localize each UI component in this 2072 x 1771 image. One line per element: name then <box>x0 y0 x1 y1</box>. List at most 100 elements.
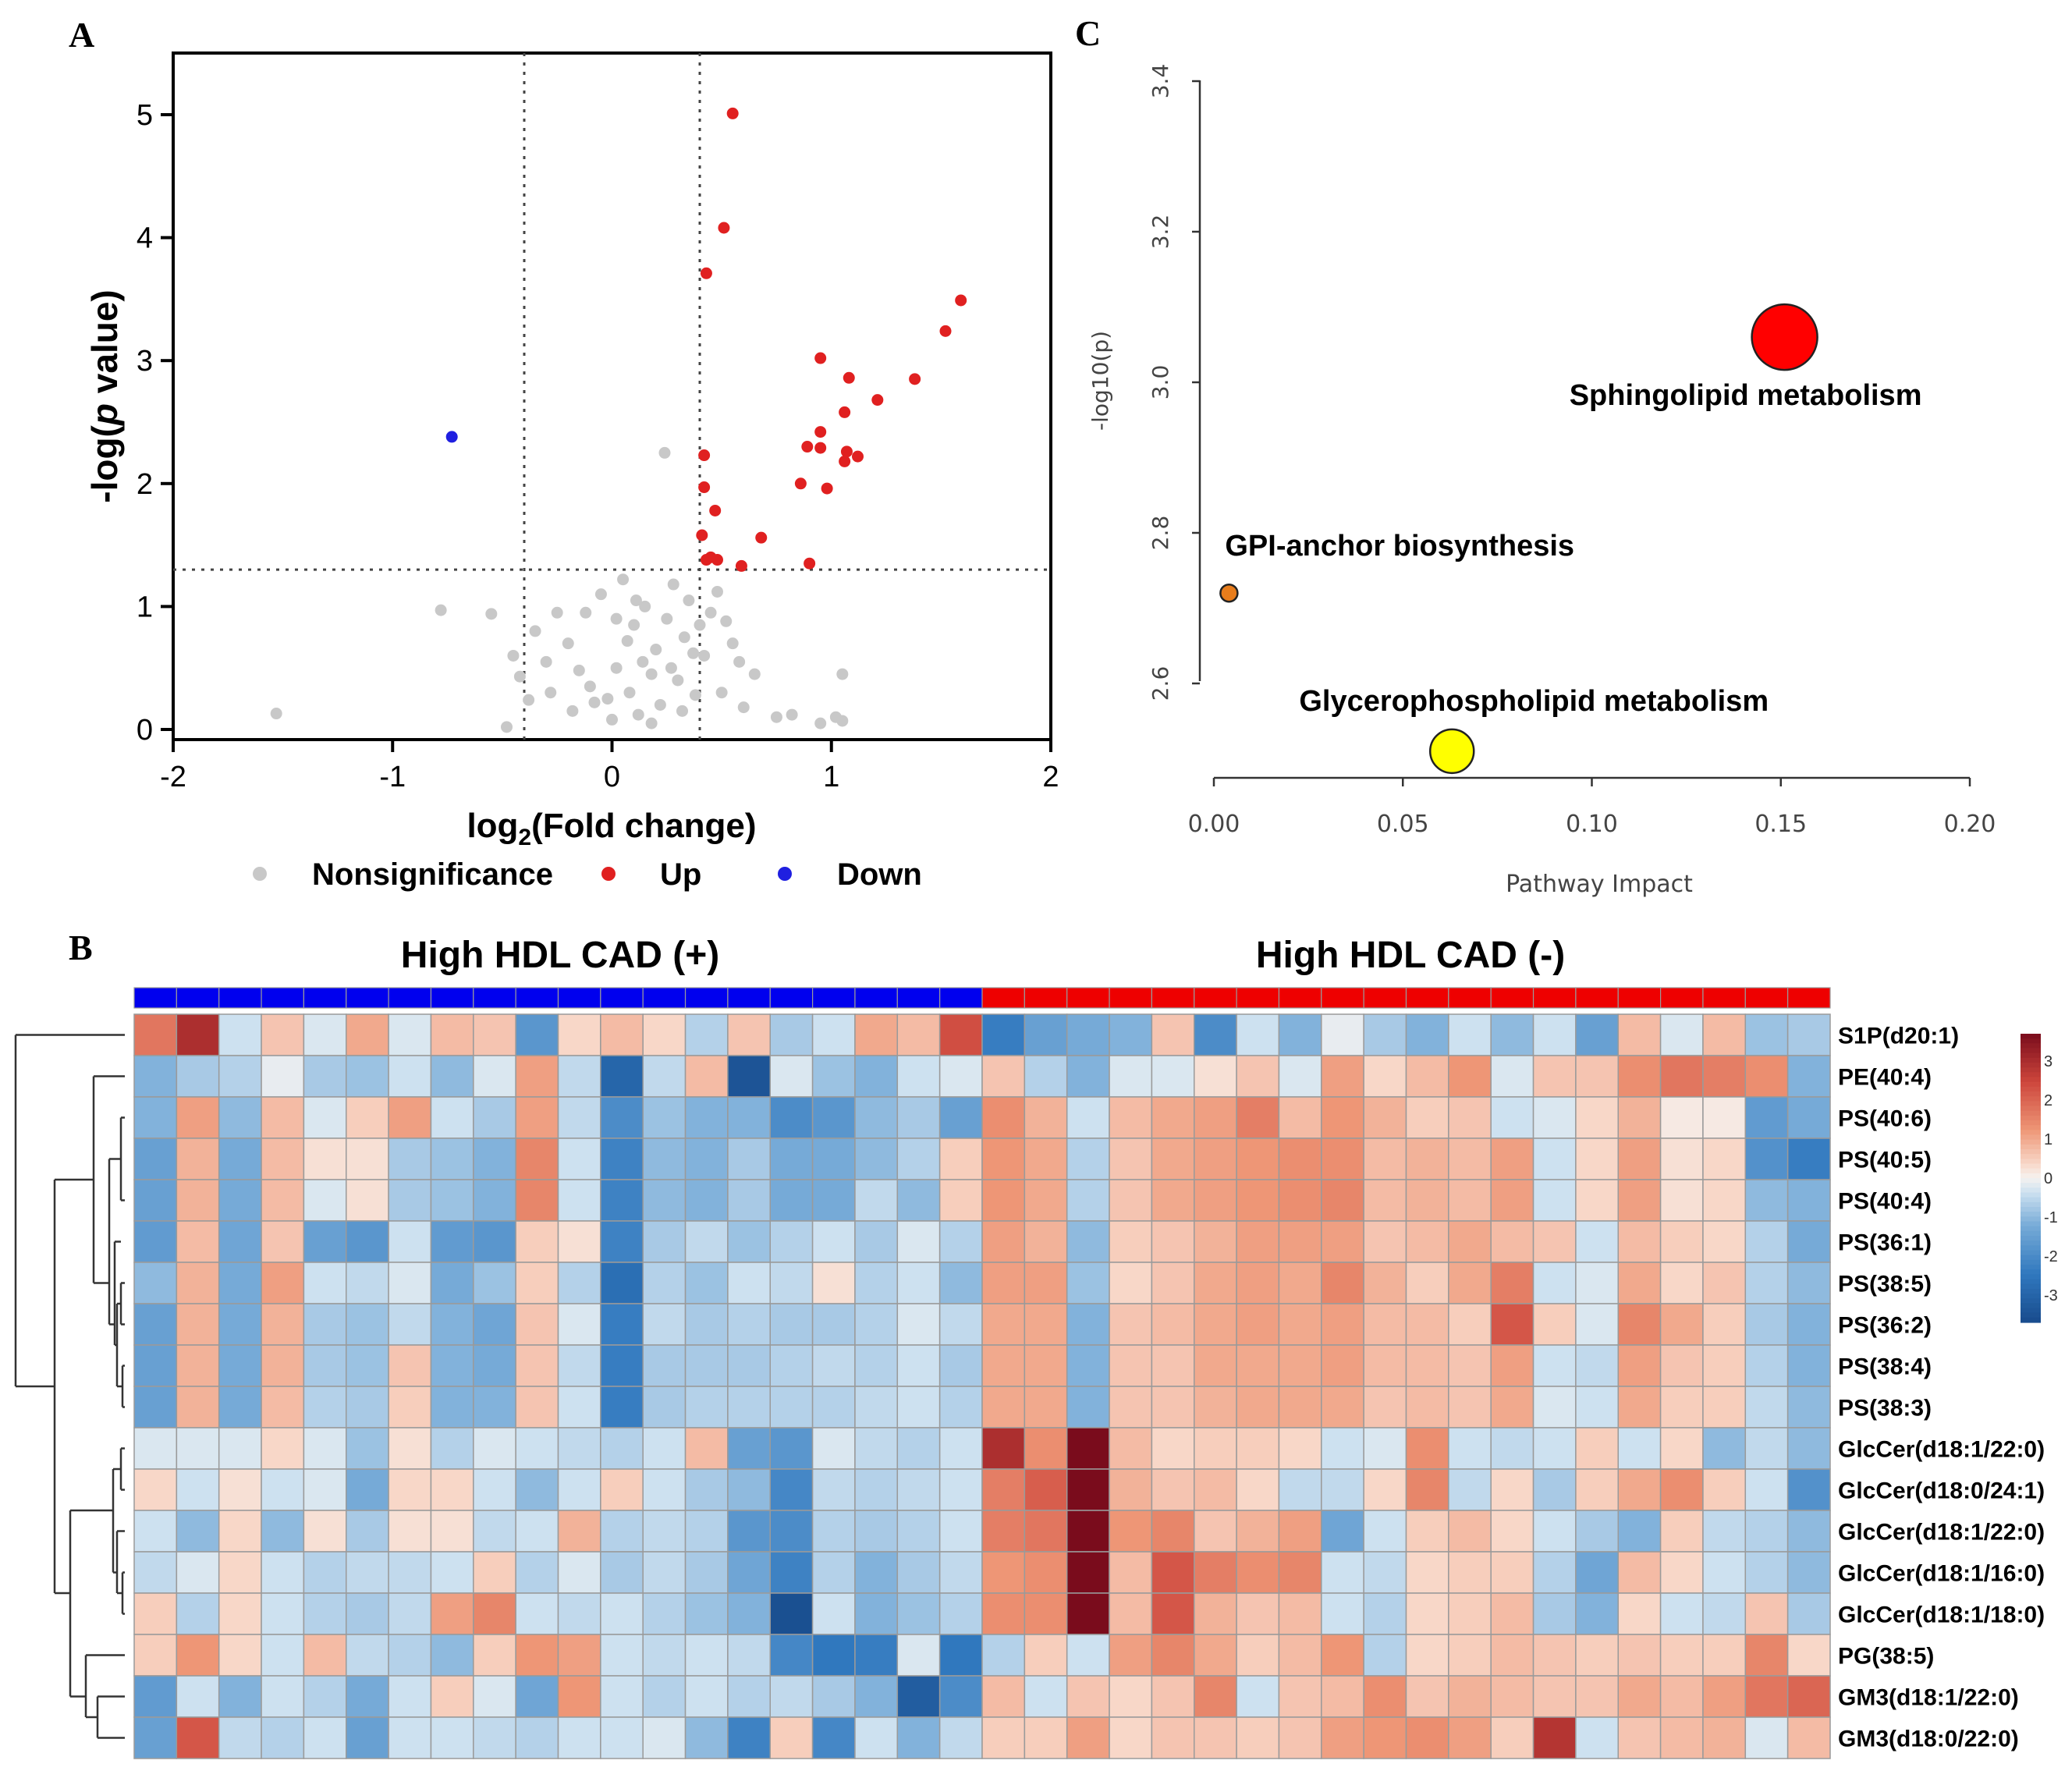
volcano-point-nonsignificance <box>715 687 728 699</box>
heatmap-cell <box>642 1386 687 1429</box>
colorbar-segment <box>2021 1230 2041 1237</box>
volcano-ytick-label: 2 <box>137 468 153 501</box>
heatmap-cell <box>981 1303 1026 1346</box>
volcano-point-nonsignificance <box>588 696 601 708</box>
colorbar-segment <box>2021 1115 2041 1121</box>
heatmap-cell <box>811 1262 856 1304</box>
heatmap-cell <box>218 1262 262 1304</box>
group-bar-cell-cad-positive <box>303 987 347 1009</box>
heatmap-cell <box>1278 1137 1322 1180</box>
heatmap-cell <box>1194 1344 1237 1387</box>
heatmap-cell <box>1448 1137 1492 1180</box>
heatmap-cell <box>938 1344 983 1387</box>
volcano-plot-frame <box>172 51 1052 741</box>
heatmap-cell <box>1786 1716 1831 1759</box>
volcano-point-nonsignificance <box>667 578 679 591</box>
heatmap-cell <box>1532 1386 1577 1429</box>
volcano-point-nonsignificance <box>704 606 717 619</box>
heatmap-cell <box>1702 1013 1747 1056</box>
heatmap-cell <box>1024 1303 1068 1346</box>
heatmap-cell <box>515 1220 559 1263</box>
heatmap-cell <box>727 1675 772 1718</box>
heatmap-cell <box>1490 1592 1534 1635</box>
heatmap-cell <box>557 1262 601 1304</box>
heatmap-cell <box>1490 1220 1534 1263</box>
heatmap-cell <box>769 1220 814 1263</box>
heatmap-cell <box>133 1013 178 1056</box>
heatmap-cell <box>727 1551 772 1594</box>
heatmap-cell <box>133 1055 178 1098</box>
heatmap-cell <box>346 1179 389 1222</box>
colorbar-segment <box>2021 1283 2041 1290</box>
heatmap-row-label: GlcCer(d18:1/22:0) <box>1838 1437 2045 1463</box>
heatmap-cell <box>938 1013 983 1056</box>
heatmap-cell <box>1659 1137 1704 1180</box>
heatmap-cell <box>896 1551 941 1594</box>
colorbar-segment <box>2021 1279 2041 1285</box>
heatmap-cell <box>346 1013 389 1056</box>
heatmap-cell <box>1363 1137 1407 1180</box>
heatmap-cell <box>557 1468 601 1511</box>
volcano-point-up <box>794 477 807 490</box>
heatmap-cell <box>981 1096 1026 1139</box>
heatmap-cell <box>600 1303 644 1346</box>
heatmap-cell <box>1151 1220 1195 1263</box>
group-bar-cell-cad-negative <box>1024 987 1068 1009</box>
heatmap-cell <box>1066 1468 1110 1511</box>
volcano-legend: Nonsignificance Up Down <box>253 857 922 892</box>
heatmap-cell <box>600 1055 644 1098</box>
heatmap-cell <box>303 1675 347 1718</box>
heatmap-cell <box>303 1386 347 1429</box>
heatmap-cell <box>1659 1220 1704 1263</box>
heatmap-cell <box>811 1220 856 1263</box>
heatmap-row-label: GM3(d18:0/22:0) <box>1838 1727 2019 1752</box>
group-bar-cell-cad-negative <box>1278 987 1322 1009</box>
heatmap-cell <box>684 1055 729 1098</box>
heatmap-cell <box>727 1137 772 1180</box>
heatmap-cell <box>769 1262 814 1304</box>
heatmap-cell <box>896 1344 941 1387</box>
heatmap-cell <box>515 1096 559 1139</box>
heatmap-cell <box>1617 1262 1662 1304</box>
heatmap-cell <box>1194 1137 1237 1180</box>
heatmap-cell <box>430 1386 474 1429</box>
heatmap-cell <box>261 1468 305 1511</box>
heatmap-cell <box>1405 1634 1449 1677</box>
volcano-point-up <box>755 531 768 544</box>
heatmap-cell <box>854 1716 899 1759</box>
heatmap-cell <box>811 1592 856 1635</box>
heatmap-cell <box>1405 1179 1449 1222</box>
heatmap-cell <box>642 1468 687 1511</box>
heatmap-cell <box>938 1551 983 1594</box>
pathway-label-glycerophospholipid-metabolism: Glycerophospholipid metabolism <box>1299 685 1769 718</box>
heatmap-cell <box>515 1303 559 1346</box>
heatmap-cell <box>133 1510 178 1553</box>
legend-label-nonsignificance: Nonsignificance <box>312 857 553 892</box>
heatmap-cell <box>133 1592 178 1635</box>
heatmap-cell <box>1194 1262 1237 1304</box>
heatmap-cell <box>1109 1179 1153 1222</box>
volcano-point-up <box>704 551 717 563</box>
colorbar-segment <box>2021 1106 2041 1112</box>
heatmap-cell <box>1321 1344 1364 1387</box>
heatmap-cell <box>303 1551 347 1594</box>
heatmap-cell <box>1744 1716 1789 1759</box>
heatmap-cell <box>1236 1179 1280 1222</box>
heatmap-cell <box>1236 1220 1280 1263</box>
volcano-point-nonsignificance <box>610 612 623 625</box>
heatmap-cell <box>1532 1220 1577 1263</box>
heatmap-cell <box>1744 1510 1789 1553</box>
heatmap-cell <box>430 1096 474 1139</box>
heatmap-cell <box>1066 1344 1110 1387</box>
volcano-xtick-label: 1 <box>823 761 839 793</box>
heatmap-cell <box>1490 1303 1534 1346</box>
colorbar-segment <box>2021 1096 2041 1102</box>
dendrogram-branch <box>96 1695 125 1739</box>
heatmap-cell <box>346 1592 389 1635</box>
heatmap-cell <box>727 1592 772 1635</box>
volcano-point-nonsignificance <box>720 615 733 627</box>
heatmap-cell <box>1490 1634 1534 1677</box>
heatmap-cell <box>1236 1427 1280 1470</box>
heatmap-cell <box>727 1055 772 1098</box>
